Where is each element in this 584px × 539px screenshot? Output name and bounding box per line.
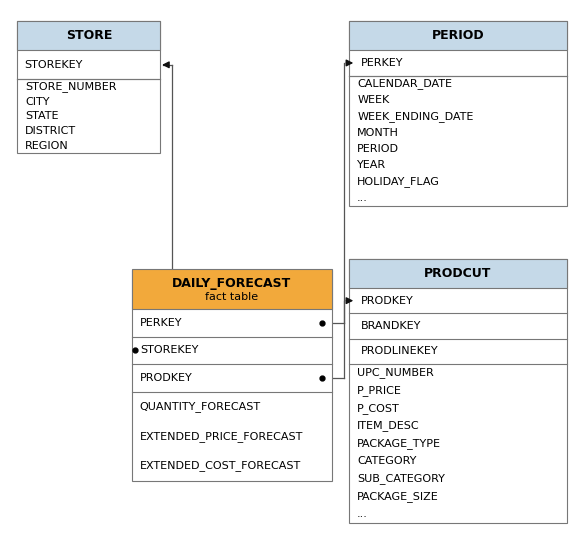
Text: STOREKEY: STOREKEY <box>140 345 198 355</box>
Text: ...: ... <box>357 193 368 203</box>
Text: EXTENDED_PRICE_FORECAST: EXTENDED_PRICE_FORECAST <box>140 431 303 441</box>
Text: ...: ... <box>357 509 368 519</box>
Text: BRANDKEY: BRANDKEY <box>361 321 421 331</box>
Text: DAILY_FORECAST: DAILY_FORECAST <box>172 277 291 290</box>
Text: CITY: CITY <box>25 96 50 107</box>
Text: WEEK: WEEK <box>357 95 390 105</box>
Bar <box>132 270 332 481</box>
Text: HOLIDAY_FLAG: HOLIDAY_FLAG <box>357 176 440 187</box>
Text: UPC_NUMBER: UPC_NUMBER <box>357 368 434 378</box>
Text: PERKEY: PERKEY <box>361 58 403 68</box>
Text: DISTRICT: DISTRICT <box>25 126 77 136</box>
Text: fact table: fact table <box>206 292 259 302</box>
Text: STORE: STORE <box>65 29 112 42</box>
Text: YEAR: YEAR <box>357 160 387 170</box>
Text: PACKAGE_TYPE: PACKAGE_TYPE <box>357 438 442 449</box>
Bar <box>349 259 566 523</box>
Text: CALENDAR_DATE: CALENDAR_DATE <box>357 78 452 89</box>
Text: PRODCUT: PRODCUT <box>425 267 492 280</box>
Text: WEEK_ENDING_DATE: WEEK_ENDING_DATE <box>357 111 474 122</box>
Text: P_PRICE: P_PRICE <box>357 385 402 396</box>
Bar <box>349 21 566 50</box>
Text: MONTH: MONTH <box>357 128 399 138</box>
Text: REGION: REGION <box>25 141 69 151</box>
Text: ITEM_DESC: ITEM_DESC <box>357 420 420 431</box>
Bar <box>349 259 566 288</box>
Text: PERIOD: PERIOD <box>432 29 484 42</box>
Text: QUANTITY_FORECAST: QUANTITY_FORECAST <box>140 401 261 412</box>
Text: STATE: STATE <box>25 112 59 121</box>
Text: CATEGORY: CATEGORY <box>357 456 416 466</box>
Bar <box>132 270 332 309</box>
Text: PRODKEY: PRODKEY <box>140 373 193 383</box>
Text: PRODKEY: PRODKEY <box>361 296 413 306</box>
Text: EXTENDED_COST_FORECAST: EXTENDED_COST_FORECAST <box>140 460 301 472</box>
Text: PRODLINEKEY: PRODLINEKEY <box>361 347 439 356</box>
Text: PERKEY: PERKEY <box>140 318 182 328</box>
Text: PACKAGE_SIZE: PACKAGE_SIZE <box>357 491 439 502</box>
Text: STORE_NUMBER: STORE_NUMBER <box>25 81 117 92</box>
Text: STOREKEY: STOREKEY <box>24 60 82 70</box>
Bar <box>18 21 161 153</box>
Bar <box>349 21 566 206</box>
Text: SUB_CATEGORY: SUB_CATEGORY <box>357 473 445 485</box>
Text: PERIOD: PERIOD <box>357 144 399 154</box>
Bar <box>18 21 161 50</box>
Text: P_COST: P_COST <box>357 403 400 413</box>
